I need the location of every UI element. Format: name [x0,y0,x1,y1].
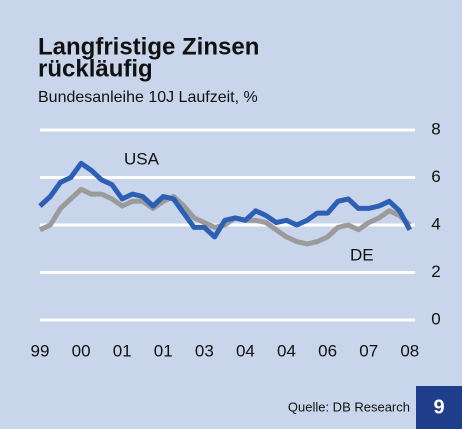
x-tick-label: 00 [72,341,91,360]
x-tick-label: 08 [400,341,419,360]
chart-subtitle: Bundesanleihe 10J Laufzeit, % [38,89,258,106]
x-tick-label: 04 [236,341,255,360]
x-tick-label: 99 [31,341,50,360]
page-badge [416,386,462,429]
x-tick-label: 04 [277,341,296,360]
y-tick-label: 6 [431,167,440,186]
y-tick-label: 8 [431,119,440,138]
x-tick-label: 01 [113,341,132,360]
page-number: 9 [433,396,444,418]
source: Quelle: DB Research [288,399,410,414]
y-tick-label: 4 [431,214,440,233]
annotation: USA [124,149,160,168]
x-tick-label: 03 [195,341,214,360]
y-tick-label: 0 [431,309,440,328]
y-tick-label: 2 [431,262,440,281]
annotation: DE [350,245,374,264]
x-tick-label: 07 [359,341,378,360]
series-line [38,160,412,240]
chart-title: Langfristige Zinsen [38,33,259,60]
x-tick-label: 06 [318,341,337,360]
chart-title: rückläufig [38,55,153,82]
x-tick-label: 01 [154,341,173,360]
